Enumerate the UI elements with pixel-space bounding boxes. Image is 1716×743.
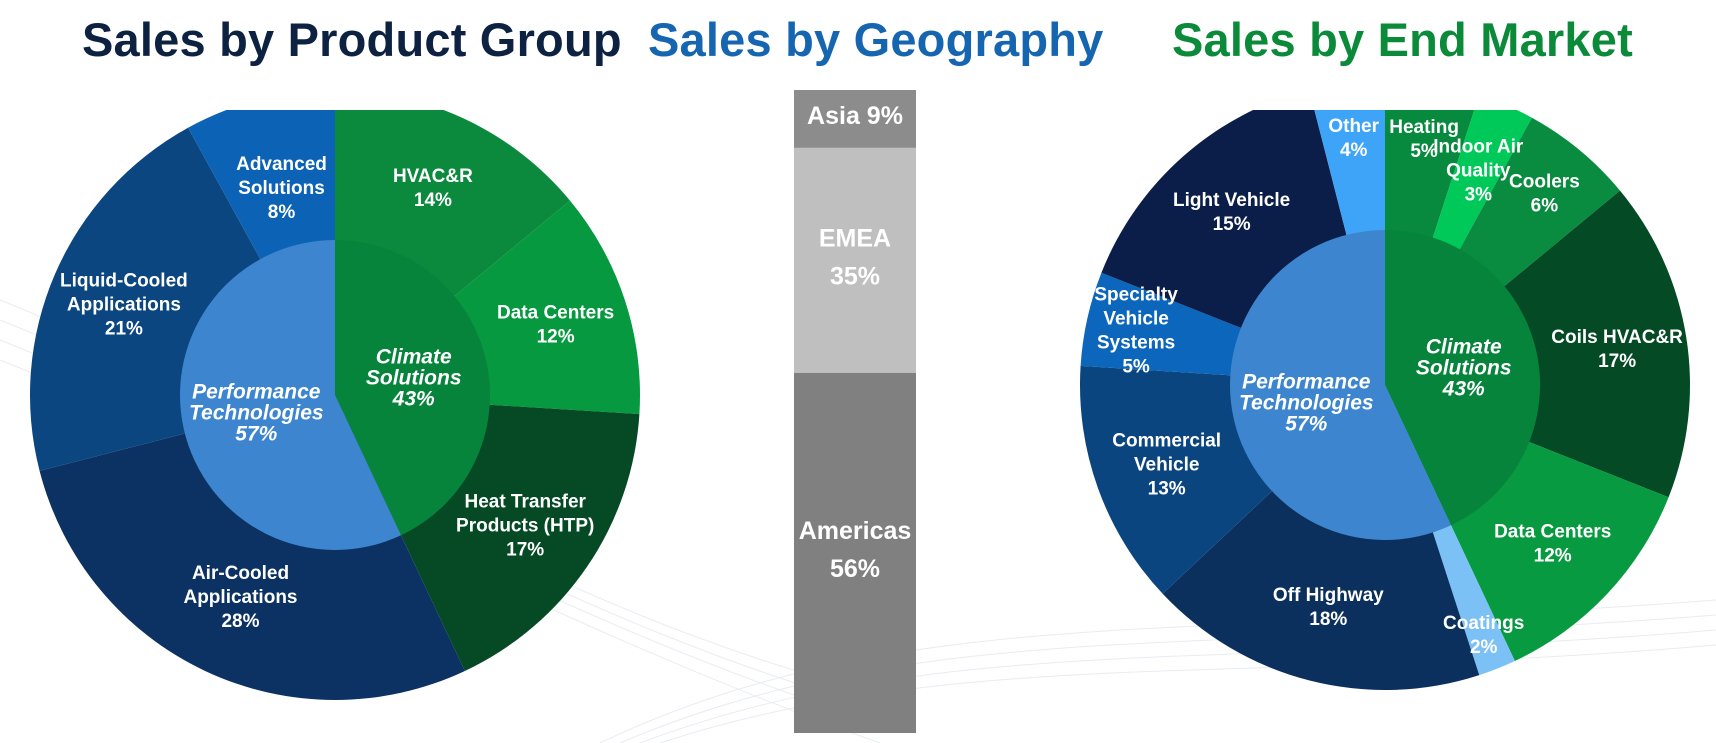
title-product-group: Sales by Product Group [82, 13, 622, 66]
inner-performance-technologies-label-line: Performance [1242, 371, 1371, 394]
title-end-market: Sales by End Market [1172, 13, 1633, 66]
inner-climate-solutions [1385, 230, 1541, 526]
slice-data-centers-label-line: 12% [1534, 545, 1572, 566]
slice-light-vehicle-label-line: 15% [1213, 214, 1251, 235]
slice-coatings-label: Coatings 2% [1443, 613, 1524, 658]
bar-segment-asia-label-line: Asia 9% [807, 102, 903, 130]
slice-commercial-vehicle-label-line: Vehicle [1134, 455, 1200, 476]
slice-hvacandr-label-line: 14% [414, 190, 452, 211]
inner-performance-technologies-label-line: Performance [192, 381, 321, 404]
slice-heat-transfer-products-htp-label: Heat Transfer Products (HTP) 17% [456, 491, 594, 560]
slice-heating-label-line: Heating [1389, 117, 1459, 138]
slice-specialty-vehicle-systems-label: Specialty Vehicle Systems 5% [1094, 284, 1178, 377]
bar-segment-americas-label-line: Americas [799, 517, 912, 545]
slice-specialty-vehicle-systems-label-line: Specialty [1094, 284, 1178, 305]
slice-other-label-line: Other [1328, 116, 1379, 137]
bar-segment-asia-label: Asia 9% [807, 102, 903, 130]
end-market-donut-chart: Heating 5%Indoor Air Quality 3%Coolers 6%Coi… [1079, 110, 1690, 691]
slice-data-centers-label-line: Data Centers [497, 302, 614, 323]
bar-segment-emea [794, 147, 916, 373]
bar-segment-americas [794, 372, 916, 733]
inner-performance-technologies [180, 240, 401, 550]
slice-heat-transfer-products-htp-label-line: Heat Transfer [464, 491, 586, 512]
slice-air-cooled-applications-label-line: Applications [183, 587, 297, 608]
slice-indoor-air-quality-label-line: 3% [1465, 184, 1493, 205]
slice-data-centers-label: Data Centers 12% [497, 302, 614, 347]
slice-commercial-vehicle-label-line: Commercial [1112, 431, 1221, 452]
slice-liquid-cooled-applications-label: Liquid-Cooled Applications 21% [60, 271, 188, 340]
slice-liquid-cooled-applications-label-line: Applications [67, 295, 181, 316]
slice-coils-hvacandr-label-line: 17% [1598, 351, 1636, 372]
slice-heating-label: Heating 5% [1389, 117, 1459, 162]
bar-segment-americas-label-line: 56% [830, 555, 880, 583]
slice-specialty-vehicle-systems-label-line: Systems [1097, 332, 1175, 353]
slice-hvacandr-label-line: HVAC&R [393, 166, 473, 187]
slice-commercial-vehicle-label: Commercial Vehicle 13% [1112, 431, 1221, 500]
slice-indoor-air-quality-label-line: Indoor Air [1433, 136, 1524, 157]
inner-climate-solutions-label-line: 43% [1442, 377, 1485, 400]
geography-stacked-bar: Asia 9% EMEA 35% Americas 56% [794, 90, 916, 733]
slice-coils-hvacandr-label: Coils HVAC&R 17% [1551, 327, 1683, 372]
slice-specialty-vehicle-systems-label-line: 5% [1122, 356, 1150, 377]
slice-advanced-solutions-label-line: 8% [268, 202, 296, 223]
slice-advanced-solutions-label-line: Advanced [236, 154, 327, 175]
bar-segment-americas-label: Americas 56% [799, 517, 912, 583]
slice-indoor-air-quality-label-line: Quality [1446, 160, 1511, 181]
inner-climate-solutions-label-line: Climate [376, 345, 452, 368]
inner-climate-solutions-label-line: Solutions [1416, 356, 1512, 379]
slice-liquid-cooled-applications-label-line: Liquid-Cooled [60, 271, 188, 292]
slice-data-centers-label-line: 12% [537, 326, 575, 347]
slice-commercial-vehicle-label-line: 13% [1148, 479, 1186, 500]
slice-advanced-solutions-label: Advanced Solutions 8% [236, 154, 327, 223]
slice-coolers-label-line: 6% [1531, 195, 1559, 216]
slice-light-vehicle-label-line: Light Vehicle [1173, 190, 1290, 211]
slice-advanced-solutions-label-line: Solutions [238, 178, 325, 199]
slice-coolers-label-line: Coolers [1509, 171, 1580, 192]
inner-climate-solutions-label: Climate Solutions 43% [1416, 335, 1512, 400]
slice-data-centers-label-line: Data Centers [1494, 521, 1611, 542]
inner-climate-solutions-label-line: Solutions [366, 366, 462, 389]
slice-coatings-label-line: 2% [1470, 637, 1498, 658]
bar-segment-asia [794, 90, 916, 148]
bar-segment-emea-label-line: EMEA [819, 224, 891, 252]
inner-performance-technologies-label-line: 57% [235, 423, 277, 446]
slice-specialty-vehicle-systems-label-line: Vehicle [1103, 308, 1169, 329]
slice-air-cooled-applications-label-line: 28% [221, 611, 259, 632]
slice-other-label-line: 4% [1340, 140, 1368, 161]
slice-liquid-cooled-applications-label-line: 21% [105, 319, 143, 340]
slice-other-label: Other 4% [1328, 116, 1379, 161]
slice-heating-label-line: 5% [1410, 141, 1438, 162]
inner-performance-technologies-label-line: 57% [1285, 413, 1327, 436]
slice-indoor-air-quality-label: Indoor Air Quality 3% [1433, 136, 1524, 205]
title-geography: Sales by Geography [648, 13, 1104, 66]
product-group-donut-chart: HVAC&R 14% Data Centers 12% Heat Transfer Pro… [29, 110, 641, 700]
inner-climate-solutions [335, 239, 491, 536]
inner-climate-solutions-label: Climate Solutions 43% [366, 345, 462, 410]
inner-performance-technologies-label-line: Technologies [1239, 392, 1374, 415]
slice-light-vehicle-label: Light Vehicle 15% [1173, 190, 1290, 235]
slice-off-highway-label: Off Highway 18% [1273, 585, 1384, 630]
inner-performance-technologies [1230, 230, 1451, 540]
inner-performance-technologies-label: Performance Technologies 57% [1239, 371, 1374, 436]
bar-segment-emea-label: EMEA 35% [819, 224, 891, 290]
slice-air-cooled-applications-label: Air-Cooled Applications 28% [183, 563, 297, 632]
slice-coils-hvacandr [1385, 190, 1690, 498]
slice-heat-transfer-products-htp-label-line: 17% [506, 539, 544, 560]
slice-hvacandr-label: HVAC&R 14% [393, 166, 473, 211]
inner-climate-solutions-label-line: 43% [392, 387, 435, 410]
slice-data-centers-label: Data Centers 12% [1494, 521, 1611, 566]
slice-coolers-label: Coolers 6% [1509, 171, 1580, 216]
inner-climate-solutions-label-line: Climate [1426, 335, 1502, 358]
slice-off-highway-label-line: 18% [1309, 609, 1347, 630]
slice-heat-transfer-products-htp-label-line: Products (HTP) [456, 515, 594, 536]
slice-coils-hvacandr-label-line: Coils HVAC&R [1551, 327, 1683, 348]
slice-off-highway-label-line: Off Highway [1273, 585, 1384, 606]
slice-coatings-label-line: Coatings [1443, 613, 1524, 634]
inner-performance-technologies-label-line: Technologies [189, 402, 324, 425]
inner-performance-technologies-label: Performance Technologies 57% [189, 381, 324, 446]
bar-segment-emea-label-line: 35% [830, 262, 880, 290]
slice-air-cooled-applications-label-line: Air-Cooled [192, 563, 289, 584]
